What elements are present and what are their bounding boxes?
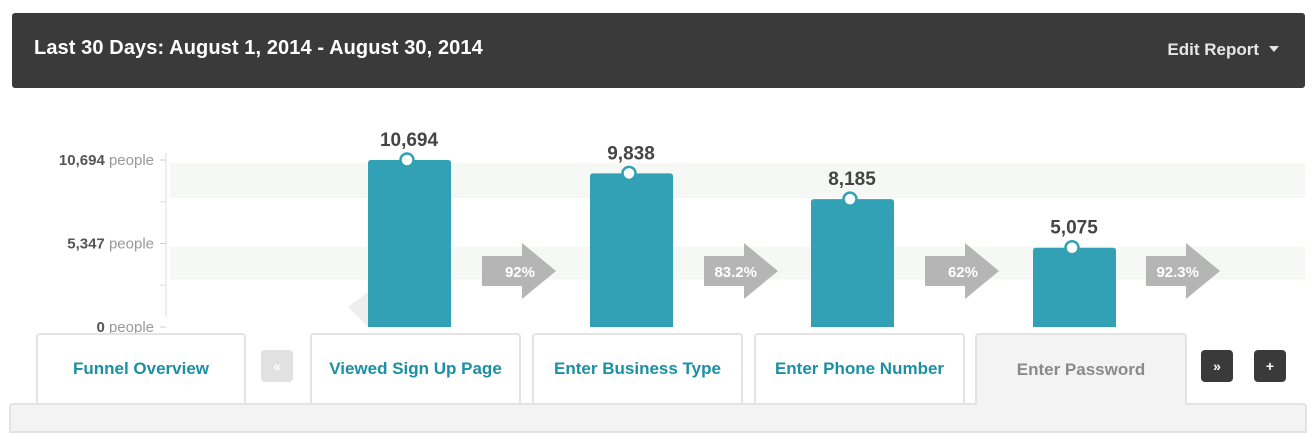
- conversion-rate-label: 92%: [505, 264, 535, 281]
- bar-value-label: 5,075: [1050, 218, 1098, 239]
- tab-step-1[interactable]: Viewed Sign Up Page: [310, 333, 521, 403]
- grid-band-upper: [170, 163, 1305, 198]
- edit-report-label: Edit Report: [1167, 40, 1259, 59]
- details-panel: [9, 403, 1307, 433]
- edit-report-button[interactable]: Edit Report: [1167, 40, 1279, 60]
- tab-step-2-label: Enter Business Type: [554, 359, 721, 378]
- bar-value-label: 9,838: [607, 143, 655, 164]
- tab-funnel-overview[interactable]: Funnel Overview: [36, 333, 246, 403]
- bar-value-marker: [1064, 239, 1080, 256]
- conversion-arrow: [482, 243, 556, 299]
- bar-shadow: [348, 292, 368, 327]
- bar-value-marker: [842, 191, 858, 207]
- report-title: Last 30 Days: August 1, 2014 - August 30…: [34, 37, 483, 59]
- bar-value-marker: [621, 165, 637, 182]
- tab-step-3-label: Enter Phone Number: [774, 359, 945, 378]
- prev-steps-button[interactable]: «: [261, 350, 293, 382]
- conversion-rate-label: 62%: [948, 264, 978, 281]
- add-step-button[interactable]: +: [1254, 350, 1286, 382]
- funnel-chart: 10,694 people 5,347 people 0 people 10,694 9…: [59, 130, 1305, 335]
- tab-step-2[interactable]: Enter Business Type: [532, 333, 743, 403]
- y-tick-label: 0 people: [96, 319, 154, 335]
- tab-step-3[interactable]: Enter Phone Number: [754, 333, 965, 403]
- funnel-bar: [368, 160, 451, 327]
- conversion-arrow: [704, 243, 778, 299]
- tab-step-4-label: Enter Password: [1016, 360, 1146, 379]
- conversion-arrow: [925, 243, 999, 299]
- report-header: Last 30 Days: August 1, 2014 - August 30…: [12, 13, 1305, 88]
- bar-value-marker: [399, 152, 415, 168]
- y-tick-label: 10,694 people: [59, 152, 154, 169]
- tab-step-4[interactable]: Enter Password: [975, 333, 1187, 405]
- plus-icon: +: [1265, 358, 1275, 374]
- prev-icon: «: [273, 358, 281, 374]
- next-icon: »: [1213, 358, 1221, 374]
- caret-down-icon: [1269, 45, 1279, 52]
- y-tick-label: 5,347 people: [67, 236, 154, 253]
- funnel-bar: [590, 173, 673, 327]
- tab-funnel-overview-label: Funnel Overview: [72, 359, 210, 378]
- bar-value-label: 8,185: [828, 169, 876, 190]
- conversion-rate-label: 92.3%: [1156, 264, 1199, 281]
- funnel-bar: [811, 199, 894, 327]
- tab-step-1-label: Viewed Sign Up Page: [329, 359, 502, 378]
- next-steps-button[interactable]: »: [1201, 350, 1233, 382]
- conversion-arrow: [1146, 243, 1220, 299]
- bar-value-label: 10,694: [380, 130, 439, 151]
- funnel-bar: [1033, 247, 1116, 327]
- conversion-rate-label: 83.2%: [714, 264, 757, 281]
